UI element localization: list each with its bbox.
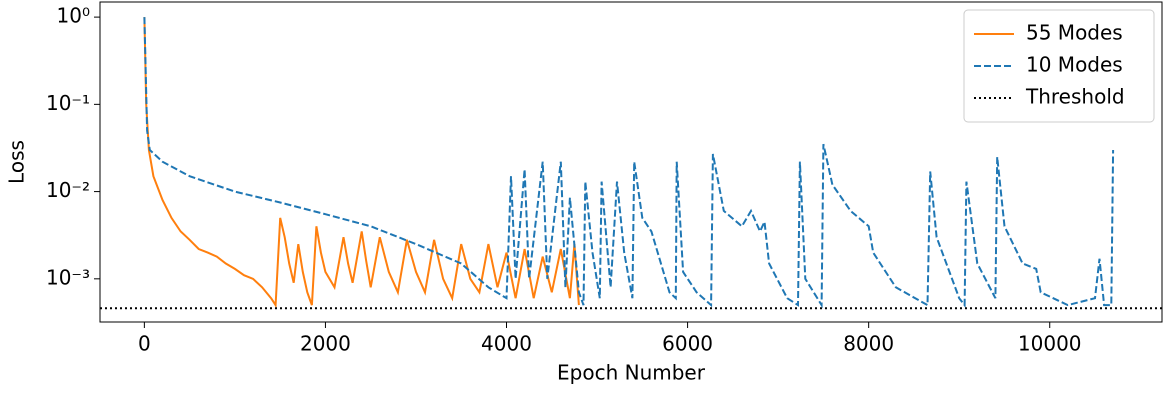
plot-frame [99,1,1163,323]
x-axis-label: Epoch Number [557,361,706,385]
legend-label: 55 Modes [1026,21,1123,45]
legend-label: 10 Modes [1026,53,1123,77]
legend-label: Threshold [1025,85,1125,109]
line-series [143,17,580,309]
line-series [143,17,1115,309]
x-tick-label: 8000 [843,332,894,356]
x-tick-label: 2000 [300,332,351,356]
y-axis-label: Loss [5,140,29,184]
x-tick-label: 6000 [662,332,713,356]
x-tick-label: 0 [138,332,151,356]
y-tick-label: 10⁻¹ [46,91,90,115]
x-tick-label: 4000 [481,332,532,356]
x-tick-label: 10000 [1018,332,1082,356]
y-tick-label: 10⁻³ [46,265,90,289]
y-tick-label: 10⁰ [57,4,90,28]
y-tick-label: 10⁻² [46,178,90,202]
legend-box [963,9,1155,123]
